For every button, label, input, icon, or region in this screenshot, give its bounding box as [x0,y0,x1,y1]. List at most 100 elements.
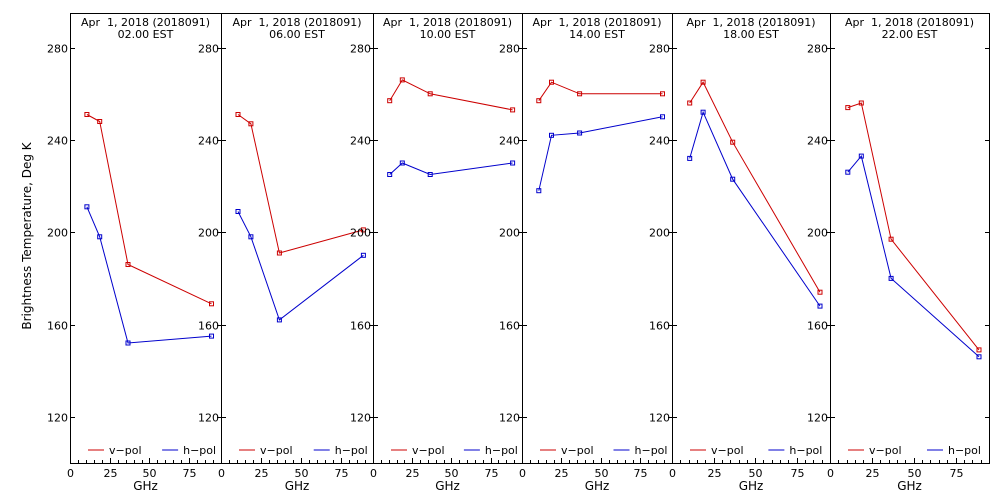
data-point-h-pol [858,153,864,159]
y-tick-label: 120 [198,412,219,425]
legend-label-h-pol: h−pol [485,444,518,457]
panel-frame [830,13,990,464]
y-tick-label: 160 [649,320,670,333]
data-point-h-pol [209,333,214,339]
data-point-h-pol [660,114,665,120]
data-point-v-pol [276,250,282,256]
data-point-h-pol [276,317,282,323]
data-point-h-pol [84,204,90,210]
x-tick-label: 0 [67,467,74,480]
data-point-v-pol [427,91,433,97]
x-tick-label: 0 [669,467,676,480]
y-tick-label: 160 [350,320,371,333]
x-tick-label: 50 [595,467,609,480]
series-line-v-pol [237,114,364,254]
data-point-v-pol [976,347,982,353]
data-point-v-pol [687,100,693,106]
panel-title-date: Apr 1, 2018 (2018091) [81,16,210,29]
x-tick-label: 50 [143,467,157,480]
y-tick-label: 200 [198,227,219,240]
x-tick-label: 25 [708,467,722,480]
y-tick-label: 160 [807,320,828,333]
series-line-h-pol [538,116,663,191]
data-point-h-pol [730,176,736,182]
data-point-v-pol [858,100,864,106]
x-axis-label: GHz [285,479,310,493]
data-point-v-pol [209,301,214,307]
series-line-v-pol [538,81,663,101]
series-line-v-pol [847,102,980,351]
data-point-h-pol [549,132,554,138]
legend-label-v-pol: v−pol [412,444,445,457]
panel-title-date: Apr 1, 2018 (2018091) [383,16,512,29]
data-point-v-pol [700,79,706,85]
x-axis-label: GHz [435,479,460,493]
x-tick-label: 75 [791,467,805,480]
panel-1: Apr 1, 2018 (2018091)02.00 EST 120 160 200 2… [47,13,222,493]
y-tick-label: 120 [350,412,371,425]
panel-6: Apr 1, 2018 (2018091)22.00 EST 120 160 200 2… [807,13,990,493]
data-point-v-pol [84,112,90,117]
y-tick-label: 120 [649,412,670,425]
panel-4: Apr 1, 2018 (2018091)14.00 EST 120 160 200 2… [499,13,673,493]
x-axis-label: GHz [585,479,610,493]
data-point-h-pol [235,209,241,214]
panel-title-time: 02.00 EST [118,28,174,41]
y-tick-label: 120 [499,412,520,425]
x-tick-label: 0 [370,467,377,480]
data-point-h-pol [97,234,103,240]
x-tick-label: 50 [908,467,922,480]
legend-label-v-pol: v−pol [869,444,902,457]
y-tick-label: 280 [47,43,68,56]
data-point-v-pol [845,105,851,111]
legend-label-h-pol: h−pol [635,444,668,457]
x-tick-label: 25 [866,467,880,480]
data-point-v-pol [730,139,736,145]
panel-title-time: 14.00 EST [569,28,625,41]
x-tick-label: 75 [335,467,349,480]
data-point-v-pol [536,98,542,104]
x-tick-label: 0 [519,467,526,480]
data-point-h-pol [845,169,851,175]
y-tick-label: 280 [198,43,219,56]
y-tick-label: 240 [807,135,828,148]
panel-title-date: Apr 1, 2018 (2018091) [232,16,361,29]
data-point-v-pol [97,119,103,124]
legend-label-h-pol: h−pol [335,444,368,457]
data-point-v-pol [360,227,366,233]
data-point-h-pol [888,275,894,281]
panel-5: Apr 1, 2018 (2018091)18.00 EST 120 160 200 2… [649,13,831,493]
x-tick-label: 75 [634,467,648,480]
panel-title-time: 18.00 EST [723,28,779,41]
legend-label-h-pol: h−pol [948,444,981,457]
x-tick-label: 50 [749,467,763,480]
data-point-v-pol [248,121,254,127]
y-tick-label: 280 [807,43,828,56]
series-line-h-pol [847,155,980,358]
y-axis-label: Brightness Temperature, Deg K [20,141,34,329]
y-tick-label: 200 [350,227,371,240]
data-point-h-pol [360,252,366,258]
y-tick-label: 200 [47,227,68,240]
series-line-h-pol [237,211,364,321]
data-point-v-pol [577,91,583,97]
legend-label-v-pol: v−pol [561,444,594,457]
legend-label-h-pol: h−pol [183,444,216,457]
panel-title-date: Apr 1, 2018 (2018091) [532,16,661,29]
data-point-h-pol [577,130,583,136]
data-point-v-pol [510,107,516,113]
data-point-h-pol [248,234,254,240]
x-tick-label: 25 [104,467,118,480]
y-tick-label: 240 [499,135,520,148]
series-line-v-pol [86,114,212,305]
data-point-h-pol [387,172,393,177]
x-tick-label: 0 [827,467,834,480]
panel-2: Apr 1, 2018 (2018091)06.00 EST 120 160 200 2… [198,13,374,493]
data-point-v-pol [817,289,823,295]
x-tick-label: 25 [255,467,269,480]
data-point-v-pol [888,236,894,242]
x-tick-label: 25 [555,467,569,480]
panel-title-date: Apr 1, 2018 (2018091) [845,16,974,29]
data-point-v-pol [399,77,405,83]
